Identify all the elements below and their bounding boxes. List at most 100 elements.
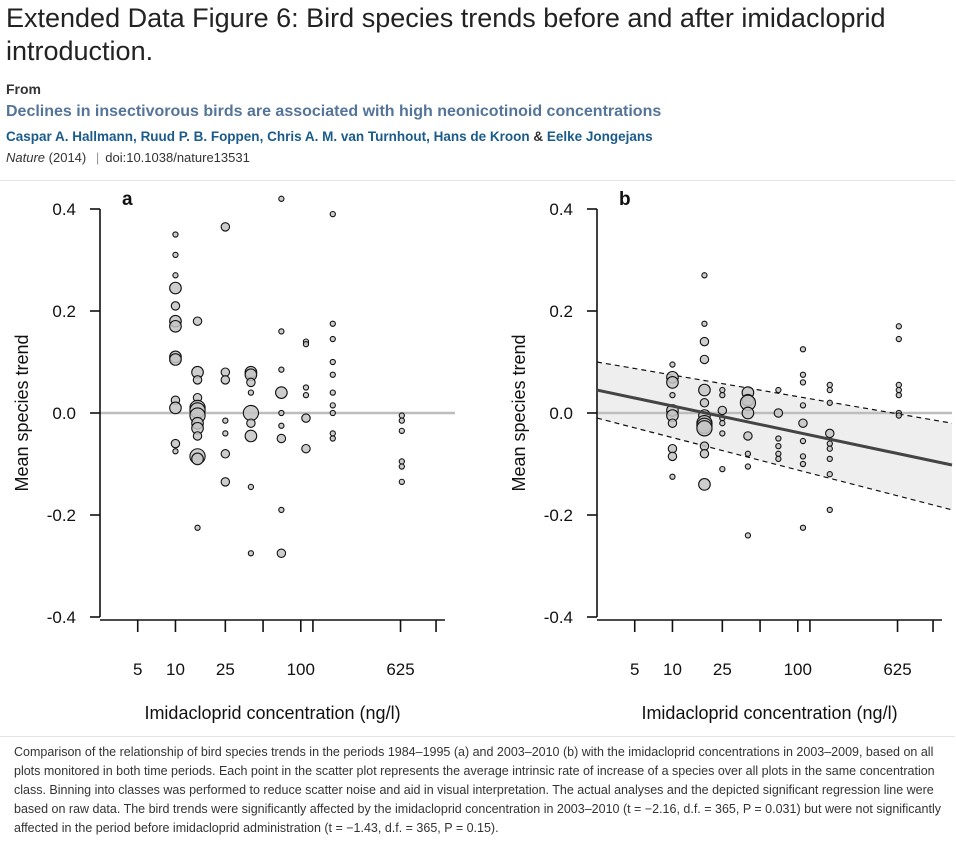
data-point xyxy=(799,402,807,409)
data-point xyxy=(242,404,260,422)
data-point xyxy=(799,453,807,460)
data-point xyxy=(172,251,179,259)
data-point xyxy=(194,524,201,531)
journal-name: Nature xyxy=(6,150,46,165)
ci-lower-line xyxy=(596,417,953,511)
data-point xyxy=(698,478,711,491)
data-point xyxy=(699,398,710,408)
y-tick-label: -0.2 xyxy=(544,506,573,525)
data-point xyxy=(719,420,726,427)
data-point xyxy=(666,376,679,389)
data-point xyxy=(895,386,902,394)
author-link[interactable]: Ruud P. B. Foppen xyxy=(140,129,260,144)
data-point xyxy=(192,316,203,326)
data-point xyxy=(169,353,182,366)
data-point xyxy=(329,435,336,442)
figure-title: Extended Data Figure 6: Bird species tre… xyxy=(6,3,886,66)
publication-year: (2014) xyxy=(48,150,87,165)
data-point xyxy=(247,483,255,491)
figure-caption: Comparison of the relationship of bird s… xyxy=(14,745,941,835)
data-point xyxy=(398,412,405,419)
y-tick-label: 0.0 xyxy=(52,404,76,423)
data-point xyxy=(719,391,726,399)
data-point xyxy=(329,335,336,343)
y-tick-label: 0.2 xyxy=(549,302,573,321)
data-point xyxy=(247,550,255,557)
x-axis-label: Imidacloprid concentration (ng/l) xyxy=(144,703,400,723)
data-point xyxy=(169,281,182,295)
data-point xyxy=(741,406,755,420)
y-tick-label: 0.2 xyxy=(52,302,76,321)
data-point xyxy=(699,354,710,365)
ci-upper-line xyxy=(596,361,953,424)
data-point xyxy=(169,401,182,415)
data-point xyxy=(775,386,782,394)
x-tick-label: 100 xyxy=(287,660,315,679)
data-point xyxy=(191,452,204,466)
panel-b: 0.4 0.2 0.0 -0.2 -0.4 Mean species trend 5 10 25… xyxy=(509,189,953,723)
data-point xyxy=(826,440,833,447)
author-link[interactable]: Eelke Jongejans xyxy=(546,129,653,144)
y-axis-label: Mean species trend xyxy=(12,334,32,491)
panel-label-b: b xyxy=(619,189,631,210)
data-point xyxy=(398,478,405,485)
data-point xyxy=(172,448,179,455)
author-link[interactable]: Caspar A. Hallmann xyxy=(6,129,134,144)
data-point xyxy=(302,391,310,399)
data-point xyxy=(278,195,285,202)
data-point xyxy=(170,301,181,311)
x-tick-label: 25 xyxy=(216,660,235,679)
author-link[interactable]: Hans de Kroon xyxy=(433,129,530,144)
from-label: From xyxy=(6,81,41,97)
data-point xyxy=(220,375,231,385)
data-point xyxy=(301,413,311,423)
data-point xyxy=(170,438,181,449)
figure-container: 0.4 0.2 0.0 -0.2 -0.4 Mean species trend 5 10 25… xyxy=(0,180,955,737)
data-point xyxy=(301,443,311,454)
data-point xyxy=(278,366,285,373)
data-point xyxy=(895,391,902,399)
data-point xyxy=(172,272,179,279)
data-point xyxy=(669,473,676,480)
y-tick-label: -0.4 xyxy=(47,608,76,627)
data-point xyxy=(398,427,405,434)
author-link[interactable]: Chris A. M. van Turnhout xyxy=(267,129,427,144)
data-point xyxy=(698,383,711,397)
data-point xyxy=(799,379,807,386)
panel-label-a: a xyxy=(122,189,133,210)
data-point xyxy=(222,430,229,437)
y-tick-label: -0.4 xyxy=(544,608,573,627)
data-point xyxy=(172,231,179,238)
data-point xyxy=(719,386,726,394)
author-list: Caspar A. Hallmann, Ruud P. B. Foppen, C… xyxy=(6,129,653,144)
data-point xyxy=(895,323,902,330)
data-point xyxy=(895,335,902,343)
y-axis-label: Mean species trend xyxy=(509,334,529,491)
data-point xyxy=(799,371,807,378)
data-point xyxy=(220,477,231,487)
data-point xyxy=(799,437,807,445)
data-point xyxy=(667,418,678,428)
data-point xyxy=(825,428,835,439)
data-point xyxy=(192,431,203,441)
data-point xyxy=(278,506,285,514)
data-point xyxy=(246,418,256,428)
y-tick-label: 0.4 xyxy=(549,200,573,219)
y-tick-label: 0.0 xyxy=(549,404,573,423)
x-tick-label: 625 xyxy=(386,660,414,679)
data-point xyxy=(329,358,336,366)
data-point xyxy=(169,319,182,333)
y-tick-label: -0.2 xyxy=(47,506,76,525)
data-point xyxy=(895,412,902,419)
data-point xyxy=(799,346,807,353)
data-point xyxy=(246,377,256,388)
data-point xyxy=(244,429,258,443)
data-point xyxy=(775,442,782,450)
data-point xyxy=(744,532,752,539)
data-point xyxy=(773,408,784,418)
data-point xyxy=(329,210,336,218)
data-point xyxy=(719,430,726,437)
data-point xyxy=(826,506,833,514)
data-point xyxy=(701,272,708,279)
article-title-link[interactable]: Declines in insectivorous birds are asso… xyxy=(6,103,662,120)
